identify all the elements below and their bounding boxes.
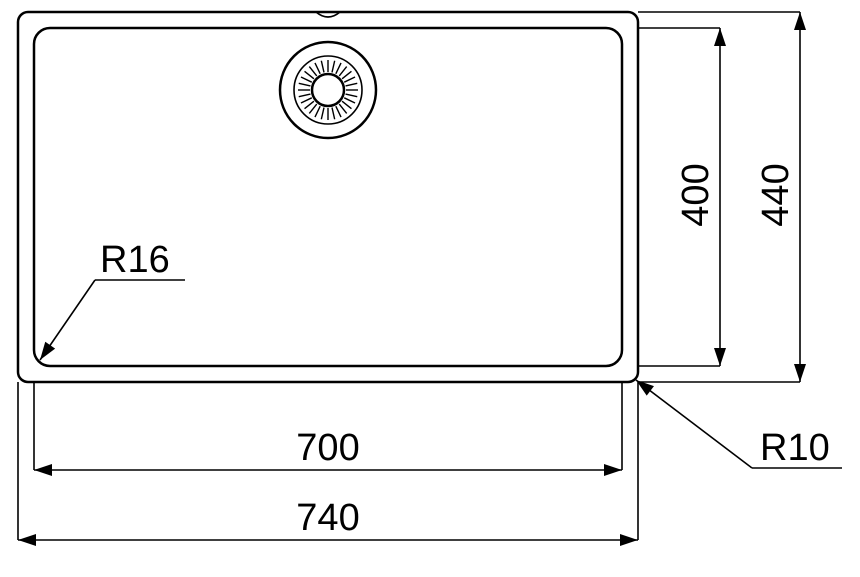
sink-drawing <box>18 12 638 382</box>
radius-r10-label: R10 <box>760 427 830 469</box>
dim-height-outer: 440 <box>638 12 800 382</box>
radius-r16: R16 <box>40 239 185 360</box>
radius-r10: R10 <box>636 380 842 469</box>
dim-height-inner-label: 400 <box>675 163 717 226</box>
dim-height-inner: 400 <box>638 28 720 366</box>
radius-r16-label: R16 <box>100 239 170 281</box>
dim-width-inner-label: 700 <box>296 427 359 469</box>
dim-width-outer-label: 740 <box>296 497 359 539</box>
dim-width-inner: 700 <box>34 382 622 470</box>
sink-inner-rect <box>34 28 622 366</box>
dim-height-outer-label: 440 <box>755 163 797 226</box>
drain-icon <box>280 42 376 138</box>
